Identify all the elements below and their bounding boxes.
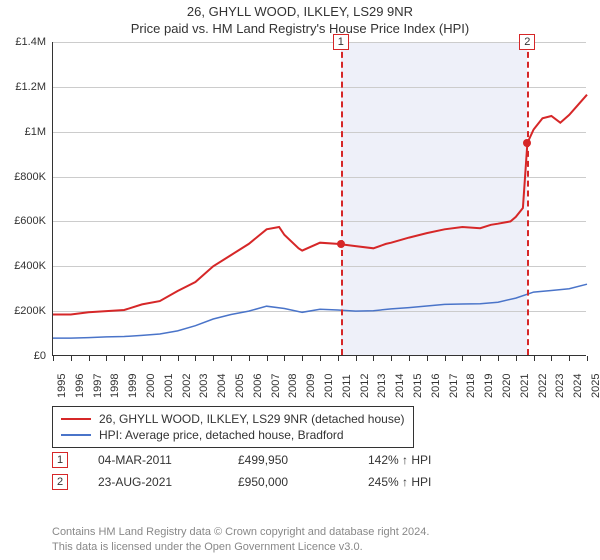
tx-marker: 1 xyxy=(52,452,68,468)
x-tick-label: 2020 xyxy=(501,374,513,398)
x-tick-label: 2018 xyxy=(465,374,477,398)
x-tick-label: 2019 xyxy=(483,374,495,398)
y-tick-label: £200K xyxy=(14,305,46,317)
x-tick-label: 1998 xyxy=(109,374,121,398)
y-tick-label: £0 xyxy=(34,350,46,362)
plot-area: 12 xyxy=(52,42,586,356)
marker-box: 2 xyxy=(519,34,535,50)
tx-hpi: 245% ↑ HPI xyxy=(368,475,431,489)
x-tick-label: 2015 xyxy=(412,374,424,398)
y-tick-label: £1.4M xyxy=(15,36,46,48)
y-axis-labels: £0£200K£400K£600K£800K£1M£1.2M£1.4M xyxy=(0,42,50,356)
series-property xyxy=(53,95,587,315)
x-axis-labels: 1995 1996 1997 1998 1999 2000 2001 2002 2003 2004… xyxy=(52,360,586,404)
y-tick-label: £1.2M xyxy=(15,81,46,93)
x-tick-label: 2013 xyxy=(376,374,388,398)
tx-price: £950,000 xyxy=(238,475,338,489)
x-tick-label: 2022 xyxy=(537,374,549,398)
legend-label: 26, GHYLL WOOD, ILKLEY, LS29 9NR (detach… xyxy=(99,412,405,426)
x-tick-label: 2002 xyxy=(181,374,193,398)
x-tick-label: 2007 xyxy=(270,374,282,398)
scatter-point xyxy=(523,139,531,147)
license-line1: Contains HM Land Registry data © Crown c… xyxy=(52,525,429,539)
transaction-row: 2 23-AUG-2021 £950,000 245% ↑ HPI xyxy=(52,474,431,490)
x-tick-label: 2003 xyxy=(198,374,210,398)
tx-date: 23-AUG-2021 xyxy=(98,475,208,489)
title-subtitle: Price paid vs. HM Land Registry's House … xyxy=(0,21,600,36)
series-hpi xyxy=(53,284,587,338)
x-tick-label: 2017 xyxy=(448,374,460,398)
y-tick-label: £600K xyxy=(14,215,46,227)
x-tick-label: 1997 xyxy=(92,374,104,398)
x-tick-label: 2006 xyxy=(252,374,264,398)
x-tick-label: 2016 xyxy=(430,374,442,398)
x-tick-label: 2025 xyxy=(590,374,600,398)
x-tick-label: 2010 xyxy=(323,374,335,398)
legend-row: 26, GHYLL WOOD, ILKLEY, LS29 9NR (detach… xyxy=(61,412,405,426)
scatter-point xyxy=(337,240,345,248)
x-tick-label: 1999 xyxy=(127,374,139,398)
marker-box: 1 xyxy=(333,34,349,50)
chart-container: 26, GHYLL WOOD, ILKLEY, LS29 9NR Price p… xyxy=(0,0,600,560)
title-address: 26, GHYLL WOOD, ILKLEY, LS29 9NR xyxy=(0,4,600,19)
x-tick-label: 2005 xyxy=(234,374,246,398)
tx-price: £499,950 xyxy=(238,453,338,467)
x-tick-label: 1995 xyxy=(56,374,68,398)
x-tick-label: 2004 xyxy=(216,374,228,398)
marker-line xyxy=(527,42,529,355)
marker-line xyxy=(341,42,343,355)
legend-label: HPI: Average price, detached house, Brad… xyxy=(99,428,344,442)
x-tick-label: 2000 xyxy=(145,374,157,398)
chart-lines xyxy=(53,42,586,355)
x-tick-label: 2024 xyxy=(572,374,584,398)
transaction-table: 1 04-MAR-2011 £499,950 142% ↑ HPI 2 23-AUG-20… xyxy=(52,452,431,496)
x-tick-label: 2008 xyxy=(287,374,299,398)
x-tick-label: 2012 xyxy=(359,374,371,398)
y-tick-label: £1M xyxy=(25,126,46,138)
x-tick-label: 2014 xyxy=(394,374,406,398)
x-tick-label: 2011 xyxy=(341,374,353,398)
legend-swatch xyxy=(61,434,91,436)
transaction-row: 1 04-MAR-2011 £499,950 142% ↑ HPI xyxy=(52,452,431,468)
y-tick-label: £400K xyxy=(14,260,46,272)
x-tick-label: 2021 xyxy=(519,374,531,398)
x-tick-label: 2009 xyxy=(305,374,317,398)
license-text: Contains HM Land Registry data © Crown c… xyxy=(52,525,429,554)
x-tick-label: 2023 xyxy=(554,374,566,398)
license-line2: This data is licensed under the Open Gov… xyxy=(52,540,429,554)
x-tick-label: 2001 xyxy=(163,374,175,398)
tx-date: 04-MAR-2011 xyxy=(98,453,208,467)
legend: 26, GHYLL WOOD, ILKLEY, LS29 9NR (detach… xyxy=(52,406,414,448)
legend-swatch xyxy=(61,418,91,420)
title-block: 26, GHYLL WOOD, ILKLEY, LS29 9NR Price p… xyxy=(0,0,600,36)
legend-row: HPI: Average price, detached house, Brad… xyxy=(61,428,405,442)
x-tick-label: 1996 xyxy=(74,374,86,398)
tx-hpi: 142% ↑ HPI xyxy=(368,453,431,467)
tx-marker: 2 xyxy=(52,474,68,490)
y-tick-label: £800K xyxy=(14,171,46,183)
